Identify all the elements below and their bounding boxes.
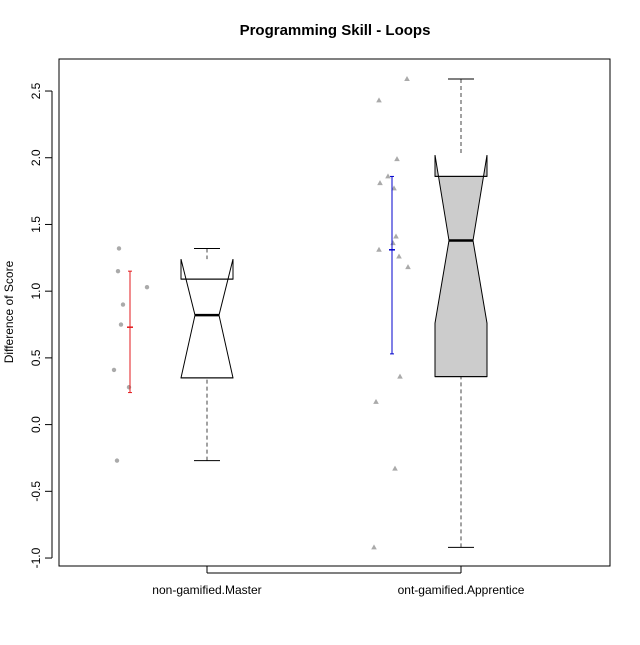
box xyxy=(180,259,234,379)
x-axis: non-gamified.Master ont-gamified.Apprenti… xyxy=(152,566,525,597)
data-point xyxy=(392,465,398,471)
data-point xyxy=(111,367,117,373)
y-tick-label: -1.0 xyxy=(29,547,43,568)
data-point xyxy=(385,173,391,179)
data-point xyxy=(391,185,397,191)
y-tick-label: -0.5 xyxy=(29,481,43,502)
data-point xyxy=(376,97,382,103)
data-point xyxy=(376,246,382,252)
x-tick-label: non-gamified.Master xyxy=(152,583,261,597)
data-point xyxy=(393,233,399,239)
y-axis-label: Difference of Score xyxy=(2,260,16,363)
data-point xyxy=(126,385,132,390)
y-tick-label: 0.5 xyxy=(29,349,43,366)
data-point xyxy=(373,398,379,404)
data-point xyxy=(396,253,402,259)
data-point xyxy=(397,373,403,379)
data-point xyxy=(116,246,122,251)
y-tick-label: 0.0 xyxy=(29,416,43,433)
data-point xyxy=(115,268,121,274)
box xyxy=(434,154,488,378)
y-tick-label: 1.5 xyxy=(29,216,43,233)
chart-marks xyxy=(111,76,488,550)
chart-title: Programming Skill - Loops xyxy=(240,22,431,39)
data-point xyxy=(118,322,124,327)
y-tick-label: 1.0 xyxy=(29,283,43,300)
data-point xyxy=(144,284,150,290)
plot-frame xyxy=(58,58,611,567)
data-point xyxy=(390,240,396,246)
data-point xyxy=(377,180,383,186)
y-tick-label: 2.0 xyxy=(29,149,43,166)
data-point xyxy=(404,76,410,82)
y-axis: -1.0 -0.5 0.0 0.5 1.0 1.5 2.0 2.5 xyxy=(29,82,53,568)
data-point xyxy=(394,156,400,162)
y-tick-label: 2.5 xyxy=(29,82,43,99)
data-point xyxy=(371,544,377,550)
data-point xyxy=(114,458,120,463)
x-tick-label: ont-gamified.Apprentice xyxy=(398,583,525,597)
data-point xyxy=(405,264,411,270)
data-point xyxy=(120,302,126,307)
